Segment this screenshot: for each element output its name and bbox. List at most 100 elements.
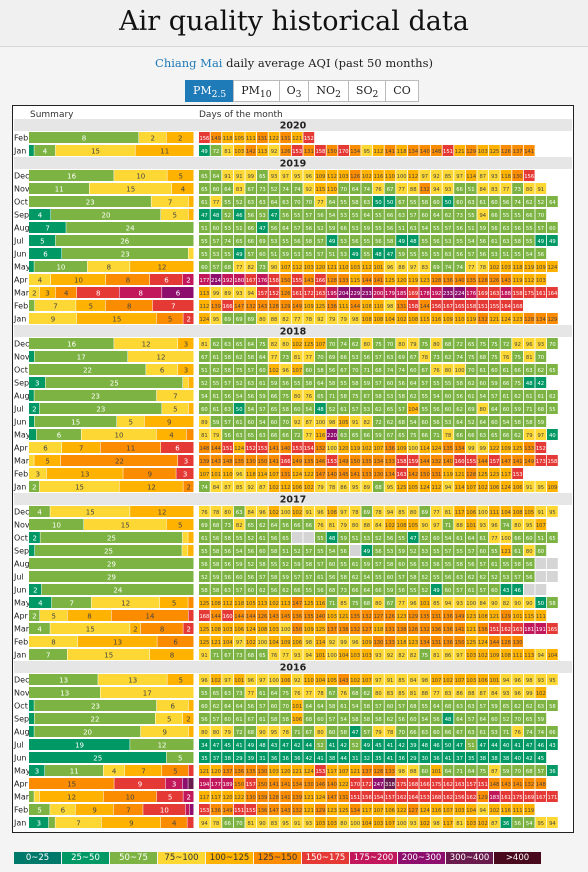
day-cell — [268, 649, 280, 660]
day-value: 96 — [247, 678, 254, 684]
day-value: 123 — [408, 640, 418, 646]
day-value: 127 — [408, 808, 418, 814]
day-cell — [280, 804, 291, 815]
day-value: 55 — [503, 562, 510, 568]
tab-no2[interactable]: NO2 — [308, 80, 349, 102]
day-cell — [233, 636, 245, 647]
day-value: 141 — [513, 459, 523, 465]
day-cell — [233, 610, 245, 621]
day-value: 113 — [257, 601, 267, 607]
day-cell — [222, 519, 233, 530]
day-cell — [315, 209, 326, 220]
day-value: 119 — [524, 808, 534, 814]
summary-segment — [178, 455, 194, 466]
day-cell — [210, 377, 222, 388]
day-cell — [396, 468, 407, 479]
day-cell — [280, 170, 291, 181]
day-value: 50 — [236, 407, 243, 413]
day-cell — [361, 222, 373, 233]
day-value: 121 — [489, 614, 499, 620]
day-cell — [338, 610, 349, 621]
day-cell — [291, 545, 303, 556]
day-cell — [338, 597, 349, 608]
tab-pm10[interactable]: PM10 — [233, 80, 280, 102]
tab-pm25[interactable]: PM2.5 — [185, 80, 235, 102]
month-label: Jan — [13, 483, 26, 492]
city-link[interactable]: Chiang Mai — [155, 56, 223, 70]
day-cell — [349, 274, 361, 285]
day-cell — [315, 623, 326, 634]
day-cell — [245, 610, 257, 621]
tab-o3[interactable]: O3 — [278, 80, 310, 102]
day-cell — [477, 170, 489, 181]
day-value: 56 — [456, 252, 463, 258]
summary-count: 2 — [186, 277, 190, 285]
day-cell — [523, 377, 535, 388]
day-value: 58 — [271, 575, 278, 581]
day-value: 66 — [526, 213, 533, 219]
summary-count: 6 — [170, 703, 175, 711]
day-value: 71 — [213, 653, 220, 659]
day-cell — [454, 209, 465, 220]
summary-count: 24 — [126, 225, 135, 233]
day-value: 162 — [466, 795, 476, 801]
day-cell — [326, 209, 338, 220]
day-value: 75 — [421, 653, 428, 659]
day-cell — [245, 545, 257, 556]
day-value: 69 — [329, 355, 336, 361]
day-cell — [384, 287, 396, 298]
summary-count: 12 — [158, 742, 167, 750]
tab-co[interactable]: CO — [385, 80, 419, 102]
tab-so2[interactable]: SO2 — [347, 80, 387, 102]
day-value: 35 — [375, 756, 382, 762]
day-cell — [373, 778, 384, 789]
day-cell — [373, 752, 384, 763]
day-value: 78 — [445, 433, 452, 439]
day-cell — [326, 519, 338, 530]
day-cell — [291, 455, 303, 466]
day-cell — [500, 558, 512, 569]
day-value: 101 — [420, 601, 430, 607]
day-value: 59 — [282, 252, 289, 258]
day-value: 43 — [503, 588, 510, 594]
summary-segment — [111, 610, 188, 621]
day-value: 137 — [223, 769, 233, 775]
day-cell — [535, 674, 547, 685]
day-cell — [257, 649, 268, 660]
day-value: 148 — [223, 459, 233, 465]
day-cell — [477, 778, 489, 789]
day-cell — [431, 274, 442, 285]
day-cell — [326, 364, 338, 375]
day-cell — [477, 623, 489, 634]
day-value: 113 — [281, 601, 291, 607]
month-label: Jan — [13, 651, 26, 660]
day-cell — [396, 261, 407, 272]
day-cell — [280, 558, 291, 569]
day-cell — [199, 196, 210, 207]
day-value: 67 — [387, 433, 394, 439]
day-value: 53 — [387, 394, 394, 400]
day-value: 68 — [305, 717, 312, 723]
summary-count: 26 — [120, 238, 129, 246]
day-cell — [361, 287, 373, 298]
day-value: 76 — [503, 355, 510, 361]
day-value: 140 — [443, 459, 453, 465]
day-value: 82 — [282, 317, 289, 323]
day-cell — [535, 390, 547, 401]
day-cell — [419, 713, 431, 724]
day-value: 58 — [352, 717, 359, 723]
day-value: 117 — [455, 510, 465, 516]
day-cell — [233, 377, 245, 388]
day-value: 132 — [246, 304, 256, 310]
day-cell — [268, 364, 280, 375]
day-value: 59 — [514, 407, 521, 413]
summary-count: 10 — [52, 522, 61, 530]
day-value: 55 — [305, 588, 312, 594]
summary-segment — [156, 390, 194, 401]
day-value: 69 — [421, 510, 428, 516]
day-value: 129 — [408, 614, 418, 620]
day-value: 127 — [362, 627, 372, 633]
day-value: 55 — [503, 213, 510, 219]
day-cell — [338, 442, 349, 453]
day-value: 114 — [257, 472, 268, 478]
